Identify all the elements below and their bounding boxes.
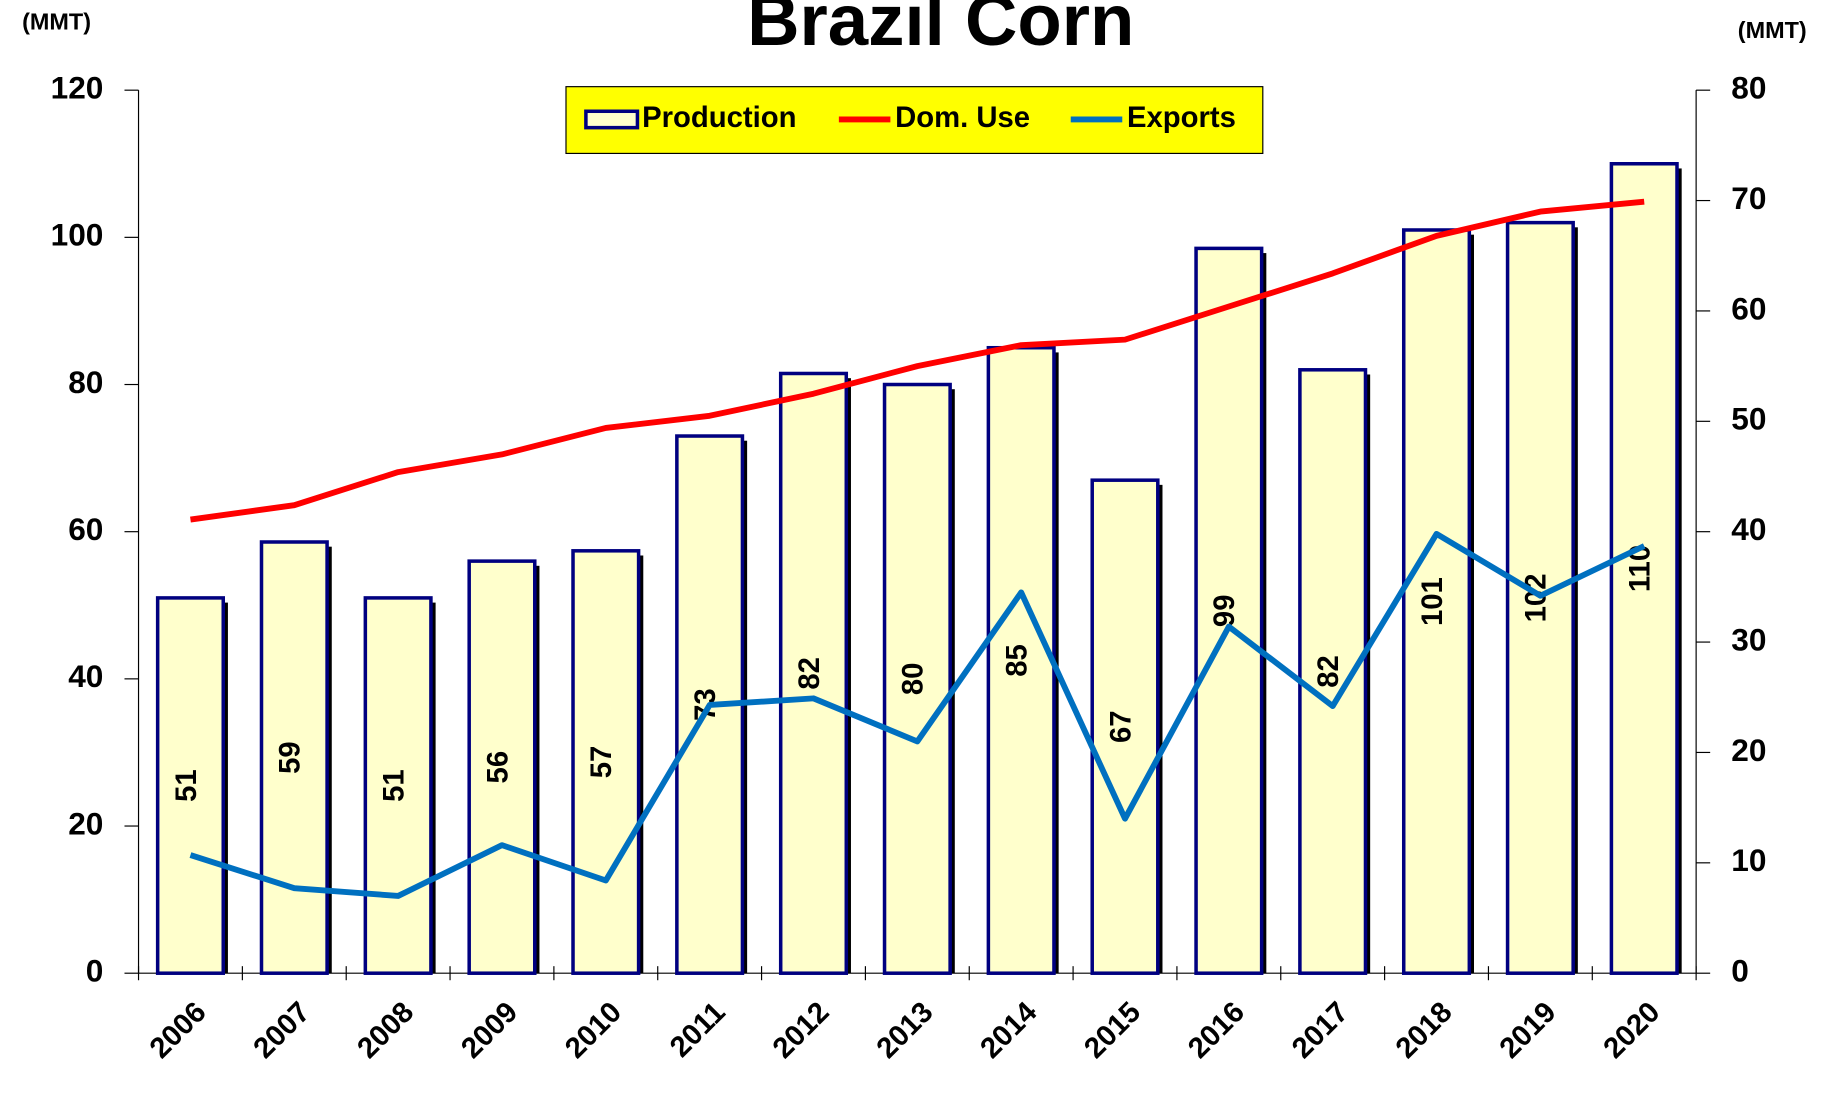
y2-tick-label: 50 [1731, 401, 1766, 437]
x-tick-label: 2006 [144, 996, 213, 1065]
bar-value-label: 101 [1417, 577, 1449, 626]
bar [467, 559, 537, 975]
y2-tick-label: 20 [1731, 732, 1766, 768]
bar-value-label: 59 [275, 741, 307, 774]
bar [1401, 228, 1472, 975]
y-tick-label: 100 [51, 217, 104, 253]
legend-label: Dom. Use [895, 102, 1030, 134]
bar-value-label: 51 [379, 769, 411, 802]
x-tick-label: 2008 [352, 996, 421, 1065]
legend-label: Production [642, 102, 796, 134]
bar [1194, 246, 1264, 975]
line [189, 530, 1646, 899]
x-tick-label: 2007 [248, 996, 317, 1065]
y-tick-label: 0 [86, 953, 104, 989]
y2-tick-label: 30 [1731, 621, 1766, 657]
bar [778, 371, 849, 975]
y2-tick-label: 70 [1731, 180, 1766, 216]
x-tick-label: 2009 [455, 996, 524, 1065]
bar [882, 382, 952, 975]
bar [259, 540, 329, 975]
x-tick-label: 2010 [559, 996, 628, 1065]
line [190, 198, 1645, 523]
y-tick-label: 20 [68, 805, 103, 841]
y-tick-label: 120 [51, 70, 104, 106]
x-tick-label: 2013 [871, 996, 940, 1065]
y2-axis-label: (MMT) [1738, 17, 1807, 43]
bar [571, 549, 641, 975]
x-tick-label: 2019 [1494, 996, 1563, 1065]
y2-tick-label: 10 [1731, 842, 1766, 878]
x-tick-label: 2011 [664, 996, 732, 1064]
x-tick-label: 2015 [1078, 996, 1147, 1065]
y2-tick-label: 60 [1731, 290, 1766, 326]
y2-tick-label: 80 [1731, 70, 1766, 106]
y-axis-label: (MMT) [22, 9, 91, 35]
legend-box [565, 86, 1264, 155]
y2-tick-label: 0 [1731, 953, 1749, 989]
bar-value-label: 85 [1002, 644, 1034, 677]
bar-value-label: 82 [1313, 655, 1345, 688]
bar [363, 596, 433, 975]
bar-value-label: 67 [1105, 710, 1137, 743]
x-tick-label: 2017 [1286, 996, 1355, 1065]
bar-value-label: 57 [586, 746, 618, 779]
y2-tick-label: 40 [1731, 511, 1766, 547]
y-tick-label: 80 [68, 364, 103, 400]
legend-swatch [584, 109, 640, 130]
legend-label: Exports [1127, 102, 1236, 134]
chart-title: Brazil Corn [747, 0, 1134, 61]
x-tick-label: 2020 [1598, 996, 1667, 1065]
bar-value-label: 82 [794, 657, 826, 690]
bar-value-label: 99 [1209, 595, 1241, 628]
x-tick-label: 2012 [767, 996, 836, 1065]
bar-value-label: 56 [482, 751, 514, 784]
x-tick-label: 2014 [975, 996, 1044, 1065]
bar [1609, 162, 1679, 975]
bar-value-label: 80 [898, 663, 930, 696]
y-tick-label: 60 [68, 511, 103, 547]
bar-value-label: 102 [1521, 573, 1553, 622]
bar-value-label: 51 [171, 769, 203, 802]
bar [155, 596, 225, 975]
x-tick-label: 2018 [1390, 996, 1459, 1065]
x-tick-label: 2016 [1182, 996, 1251, 1065]
y-tick-label: 40 [68, 658, 103, 694]
bar [1090, 478, 1160, 975]
